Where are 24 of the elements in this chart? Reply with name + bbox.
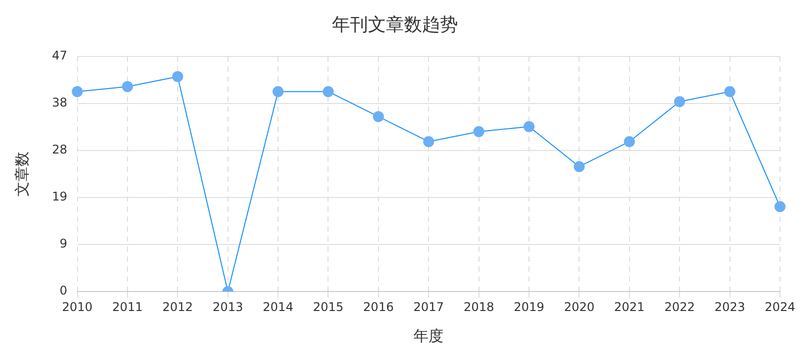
y-tick-label: 9 bbox=[60, 236, 68, 251]
x-tick-label: 2015 bbox=[312, 300, 344, 314]
x-tick-label: 2010 bbox=[62, 300, 93, 314]
x-tick-label: 2014 bbox=[262, 300, 294, 314]
y-axis-title: 文章数 bbox=[12, 152, 31, 197]
y-tick-label: 38 bbox=[52, 96, 68, 110]
y-tick-label: 19 bbox=[52, 190, 68, 204]
y-tick-label: 0 bbox=[60, 284, 68, 298]
x-tick-label: 2013 bbox=[212, 300, 244, 314]
x-tick-label: 2023 bbox=[714, 300, 746, 314]
x-tick-label: 2021 bbox=[614, 300, 645, 314]
x-tick-label: 2018 bbox=[464, 300, 494, 314]
x-tick-label: 2019 bbox=[514, 300, 544, 314]
y-tick-label: 47 bbox=[52, 48, 68, 63]
chart-title: 年刊文章数趋势 bbox=[332, 14, 458, 36]
x-tick-label: 2020 bbox=[564, 300, 594, 314]
x-tick-label: 2024 bbox=[764, 300, 796, 314]
x-axis-title: 年度 bbox=[414, 326, 444, 345]
x-tick-label: 2012 bbox=[162, 300, 193, 314]
x-tick-label: 2011 bbox=[112, 300, 143, 314]
y-tick-label: 28 bbox=[52, 142, 68, 157]
x-tick-label: 2017 bbox=[413, 300, 444, 314]
x-tick-label: 2022 bbox=[664, 300, 695, 314]
x-tick-label: 2016 bbox=[363, 300, 394, 314]
